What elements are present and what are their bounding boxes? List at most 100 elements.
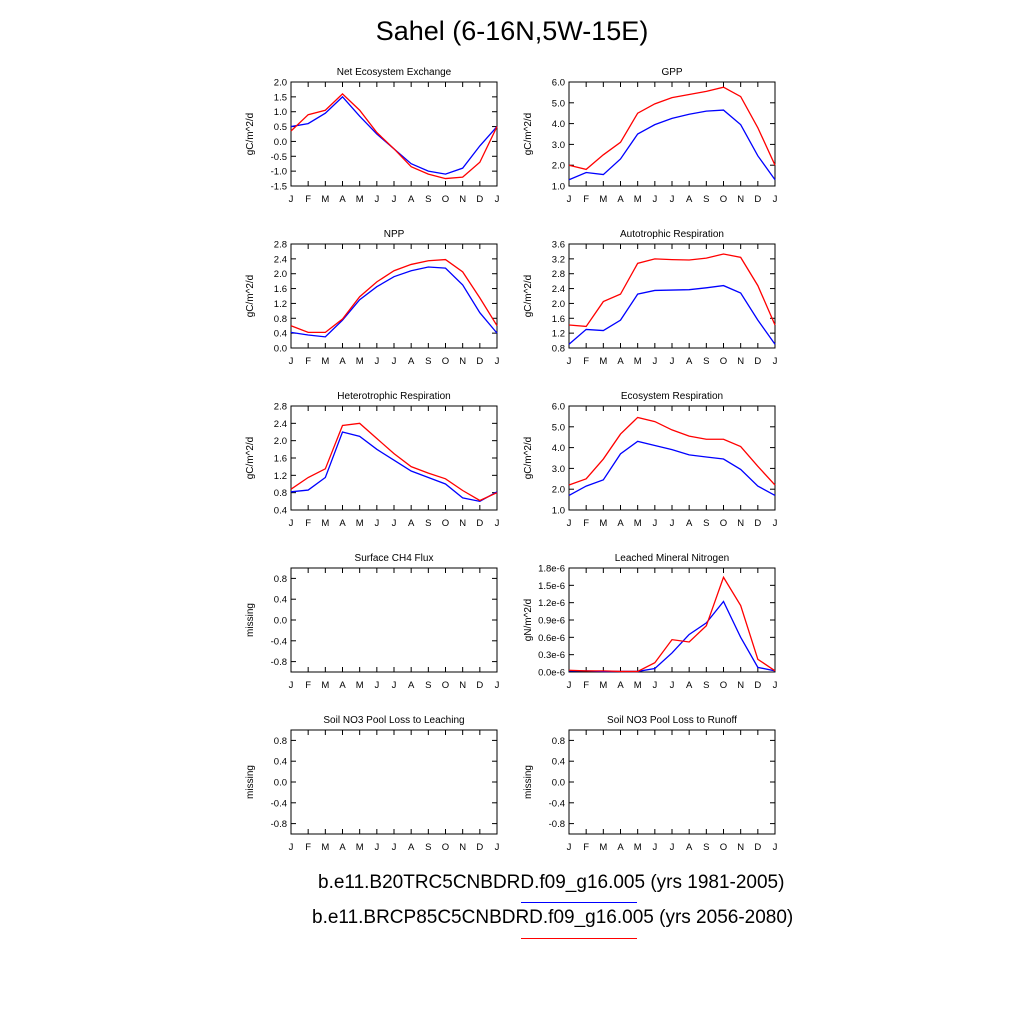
- series-line-case1: [569, 600, 776, 673]
- series-line-case1: [290, 431, 498, 503]
- series-line-case1: [290, 266, 498, 338]
- x-tick-label: J: [670, 518, 675, 529]
- x-tick-label: A: [617, 680, 624, 691]
- plot-frame: [568, 729, 776, 835]
- x-tick-label: J: [773, 194, 778, 205]
- y-tick-label: 0.0: [274, 778, 287, 789]
- x-tick-label: A: [408, 518, 415, 529]
- y-tick-label: 0.5: [274, 122, 287, 133]
- x-tick-label: M: [599, 842, 607, 853]
- y-tick-label: 1.2: [274, 471, 287, 482]
- y-tick-label: 0.4: [274, 506, 287, 517]
- y-tick-label: 0.9e-6: [538, 616, 565, 627]
- y-tick-label: 2.0: [552, 299, 565, 310]
- y-tick-label: 2.8: [274, 402, 287, 413]
- legend-label-case2: b.e11.BRCP85C5CNBDRD.f09_g16.005 (yrs 20…: [312, 907, 794, 928]
- x-tick-label: J: [495, 680, 500, 691]
- panel-title: Soil NO3 Pool Loss to Runoff: [607, 715, 737, 726]
- x-tick-label: J: [773, 680, 778, 691]
- x-tick-label: M: [634, 680, 642, 691]
- y-tick-label: -0.8: [271, 819, 287, 830]
- y-tick-label: 6.0: [552, 78, 565, 89]
- panel-title: Ecosystem Respiration: [621, 391, 723, 402]
- x-tick-label: J: [374, 680, 379, 691]
- x-tick-label: J: [567, 194, 572, 205]
- y-tick-label: 2.0: [552, 161, 565, 172]
- x-tick-label: A: [617, 518, 624, 529]
- y-axis-label: gC/m^2/d: [523, 113, 534, 156]
- x-tick-label: M: [634, 194, 642, 205]
- y-tick-label: 1.0: [274, 107, 287, 118]
- y-tick-label: 0.0: [552, 778, 565, 789]
- series-line-case2: [568, 575, 776, 673]
- plot-frame: [568, 567, 776, 673]
- x-tick-label: M: [634, 356, 642, 367]
- series-line-case1: [568, 284, 776, 345]
- x-tick-label: D: [476, 518, 483, 529]
- x-tick-label: J: [495, 194, 500, 205]
- x-tick-label: J: [392, 680, 397, 691]
- x-tick-label: F: [583, 356, 589, 367]
- x-tick-label: D: [476, 194, 483, 205]
- y-tick-label: 0.8: [274, 488, 287, 499]
- x-tick-label: N: [459, 194, 466, 205]
- series-line-case1: [290, 95, 498, 175]
- y-tick-label: 4.0: [552, 119, 565, 130]
- y-tick-label: -1.5: [271, 182, 287, 193]
- x-tick-label: S: [703, 356, 709, 367]
- y-axis-label: gC/m^2/d: [245, 275, 256, 318]
- x-tick-label: O: [720, 518, 727, 529]
- x-tick-label: M: [356, 680, 364, 691]
- y-tick-label: -0.8: [549, 819, 565, 830]
- x-tick-label: J: [392, 356, 397, 367]
- x-tick-label: F: [305, 356, 311, 367]
- series-line-case1: [568, 109, 776, 181]
- x-tick-label: M: [599, 518, 607, 529]
- x-tick-label: F: [583, 518, 589, 529]
- y-tick-label: 0.4: [274, 329, 287, 340]
- y-axis-label: gC/m^2/d: [523, 437, 534, 480]
- x-tick-label: D: [754, 194, 761, 205]
- panel-title: Surface CH4 Flux: [355, 553, 434, 564]
- series-line-case2: [290, 422, 498, 502]
- x-tick-label: F: [305, 518, 311, 529]
- x-tick-label: S: [703, 194, 709, 205]
- y-tick-label: -0.8: [271, 657, 287, 668]
- x-tick-label: S: [425, 356, 431, 367]
- y-axis-label: missing: [523, 765, 534, 799]
- x-tick-label: A: [408, 356, 415, 367]
- y-tick-label: 0.8: [552, 736, 565, 747]
- x-tick-label: S: [425, 518, 431, 529]
- x-tick-label: D: [476, 680, 483, 691]
- x-tick-label: S: [703, 680, 709, 691]
- x-tick-label: J: [567, 518, 572, 529]
- x-tick-label: J: [392, 194, 397, 205]
- x-tick-label: A: [617, 842, 624, 853]
- y-axis-label: gC/m^2/d: [245, 437, 256, 480]
- x-tick-label: D: [754, 680, 761, 691]
- plot-frame: [290, 405, 498, 511]
- x-tick-label: A: [408, 680, 415, 691]
- y-tick-label: -0.4: [271, 798, 287, 809]
- series-line-case1: [568, 440, 776, 497]
- x-tick-label: A: [686, 842, 693, 853]
- plot-frame: [568, 405, 776, 511]
- x-tick-label: F: [305, 842, 311, 853]
- series-line-case2: [568, 416, 776, 486]
- x-tick-label: M: [634, 518, 642, 529]
- y-tick-label: 1.2: [274, 299, 287, 310]
- y-tick-label: 2.4: [274, 419, 287, 430]
- y-tick-label: -0.5: [271, 152, 287, 163]
- x-tick-label: J: [567, 842, 572, 853]
- y-tick-label: 0.4: [274, 757, 287, 768]
- x-tick-label: F: [305, 194, 311, 205]
- y-tick-label: 1.2: [552, 329, 565, 340]
- x-tick-label: J: [652, 356, 657, 367]
- panel-title: GPP: [661, 67, 682, 78]
- x-tick-label: N: [737, 194, 744, 205]
- x-tick-label: J: [289, 680, 294, 691]
- x-tick-label: O: [442, 680, 449, 691]
- x-tick-label: A: [339, 680, 346, 691]
- x-tick-label: N: [737, 680, 744, 691]
